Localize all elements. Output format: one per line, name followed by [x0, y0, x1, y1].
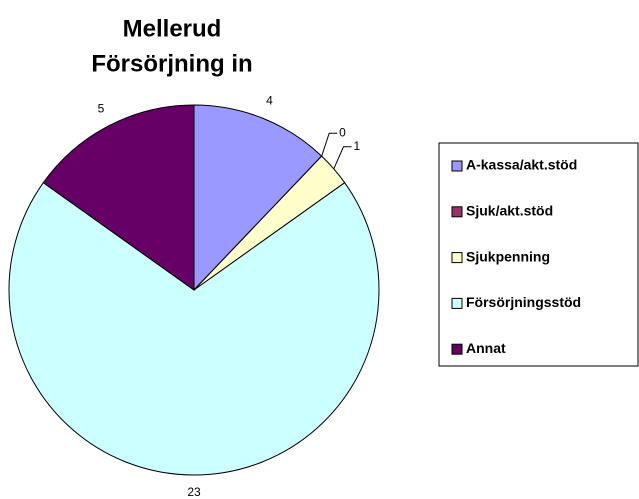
legend-swatch	[451, 160, 463, 172]
legend-label: Sjuk/akt.stöd	[466, 203, 553, 219]
legend-swatch	[451, 343, 463, 355]
legend-swatch	[451, 252, 463, 264]
legend-label: Sjukpenning	[466, 248, 550, 264]
chart-title: Försörjning in	[91, 50, 252, 77]
data-label: 0	[339, 125, 346, 139]
leader-line	[333, 146, 352, 170]
data-label: 4	[266, 94, 273, 108]
pie-slice	[8, 181, 380, 476]
leader-line	[321, 132, 338, 157]
legend-label: A-kassa/akt.stöd	[466, 157, 577, 173]
legend-box	[438, 142, 639, 367]
data-label: 23	[187, 485, 201, 499]
chart-title: Mellerud	[123, 15, 222, 42]
pie-slice	[42, 104, 195, 291]
pie-slice	[193, 104, 323, 292]
legend-label: Försörjningsstöd	[466, 294, 581, 310]
legend-label: Annat	[466, 340, 506, 356]
legend-swatch	[451, 206, 463, 218]
legend-swatch	[451, 297, 463, 309]
data-label: 5	[98, 102, 105, 116]
data-label: 1	[353, 139, 360, 153]
